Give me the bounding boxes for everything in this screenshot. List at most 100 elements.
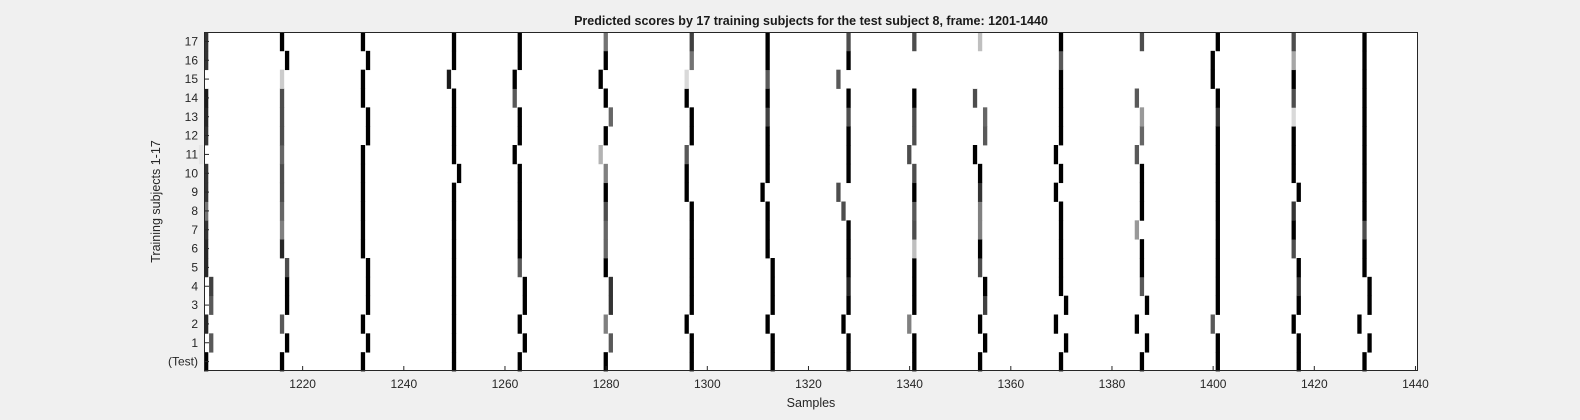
heatmap-cell [1139,126,1145,146]
heatmap-cell [1291,201,1296,221]
heatmap-cell [1134,145,1140,165]
heatmap-cell [517,201,522,221]
heatmap-cell [279,220,285,240]
heatmap-cell [765,50,770,71]
x-tick-label: 1300 [694,377,721,391]
heatmap-cell [1215,276,1220,297]
heatmap-cell [360,32,366,52]
heatmap-cell [977,182,983,202]
heatmap-cell [1144,295,1150,315]
heatmap-cell [1291,32,1296,52]
heatmap-cell [451,145,457,165]
heatmap-cell [517,314,522,334]
heatmap-cell [279,69,285,89]
heatmap-cell [846,163,851,184]
heatmap-cell [982,333,988,353]
heatmap-cell [1058,276,1064,297]
heatmap-cell [1357,314,1362,334]
heatmap-cell [284,276,290,297]
heatmap-cell [972,88,978,108]
heatmap-cell [1058,107,1064,127]
heatmap-cell [1296,182,1301,202]
heatmap-cell [451,314,457,334]
heatmap-cell [977,32,983,52]
heatmap-cell [684,314,689,334]
heatmap-cell [684,163,689,184]
heatmap-cell [517,32,522,52]
heatmap-cell [1139,352,1145,372]
heatmap-cell [451,126,457,146]
heatmap-cell [977,220,983,240]
y-axis-label: Training subjects 1-17 [149,140,163,263]
heatmap-cell [841,201,846,221]
heatmap-cell [1367,276,1372,297]
heatmap-cell [1139,50,1145,71]
x-tick-label: 1400 [1200,377,1227,391]
heatmap-cell [977,314,983,334]
x-tick-label: 1340 [896,377,923,391]
heatmap-cell [689,352,694,372]
heatmap-cell [603,182,608,202]
heatmap-cell [608,295,613,315]
heatmap-cell [512,88,517,108]
heatmap-cell [684,69,689,89]
heatmap-cell [846,352,851,372]
heatmap-cell [907,69,912,89]
heatmap-cell [279,32,285,52]
y-tick-label: 4 [191,279,198,293]
heatmap-cell [977,201,983,221]
heatmap-cell [1053,314,1059,334]
heatmap-cell [1058,126,1064,146]
heatmap-cell [451,32,457,52]
heatmap-cell [512,69,517,89]
heatmap-cell [360,239,366,259]
y-tick-label: 17 [185,34,199,48]
heatmap-cell [279,145,285,165]
heatmap-cell [1063,333,1069,353]
heatmap-cell [912,220,917,240]
heatmap-cell [1291,145,1296,165]
heatmap-cell [1291,126,1296,146]
heatmap-cell [1058,50,1064,71]
heatmap-cell [522,333,527,353]
heatmap-cell [1215,163,1220,184]
heatmap-cell [603,50,608,71]
heatmap-cell [1291,107,1296,127]
heatmap-cell [689,333,694,353]
heatmap-cell [608,107,613,127]
heatmap-cell [846,50,851,71]
heatmap-cell [846,333,851,353]
heatmap-cell [209,276,214,297]
y-tick-label: 7 [191,223,198,237]
heatmap-cell [912,201,917,221]
heatmap-cell [1215,258,1220,278]
x-tick-label: 1380 [1099,377,1126,391]
heatmap-cell [608,276,613,297]
heatmap-cell [603,126,608,146]
heatmap-cell [517,50,522,71]
heatmap-cell [846,276,851,297]
heatmap-cell [765,32,770,52]
heatmap-cell [209,333,214,353]
x-tick-label: 1260 [492,377,519,391]
heatmap-cell [689,126,694,146]
heatmap-cell [912,32,917,52]
heatmap-cell [360,220,366,240]
heatmap-cell [279,126,285,146]
heatmap-cell [907,145,912,165]
heatmap-cell [846,107,851,127]
heatmap-cell [1362,107,1367,127]
heatmap-cell [284,258,290,278]
heatmap-cell [912,333,917,353]
heatmap-cell [1291,163,1296,184]
heatmap-cell [365,107,371,127]
y-tick-label: 1 [191,336,198,350]
heatmap-cell [279,314,285,334]
heatmap-cell [1291,88,1296,108]
y-tick-label: 16 [185,53,199,67]
heatmap-cell [1291,69,1296,89]
heatmap-cell [1362,69,1367,89]
heatmap-cell [689,201,694,221]
heatmap-cell [279,163,285,184]
heatmap-cell [689,258,694,278]
